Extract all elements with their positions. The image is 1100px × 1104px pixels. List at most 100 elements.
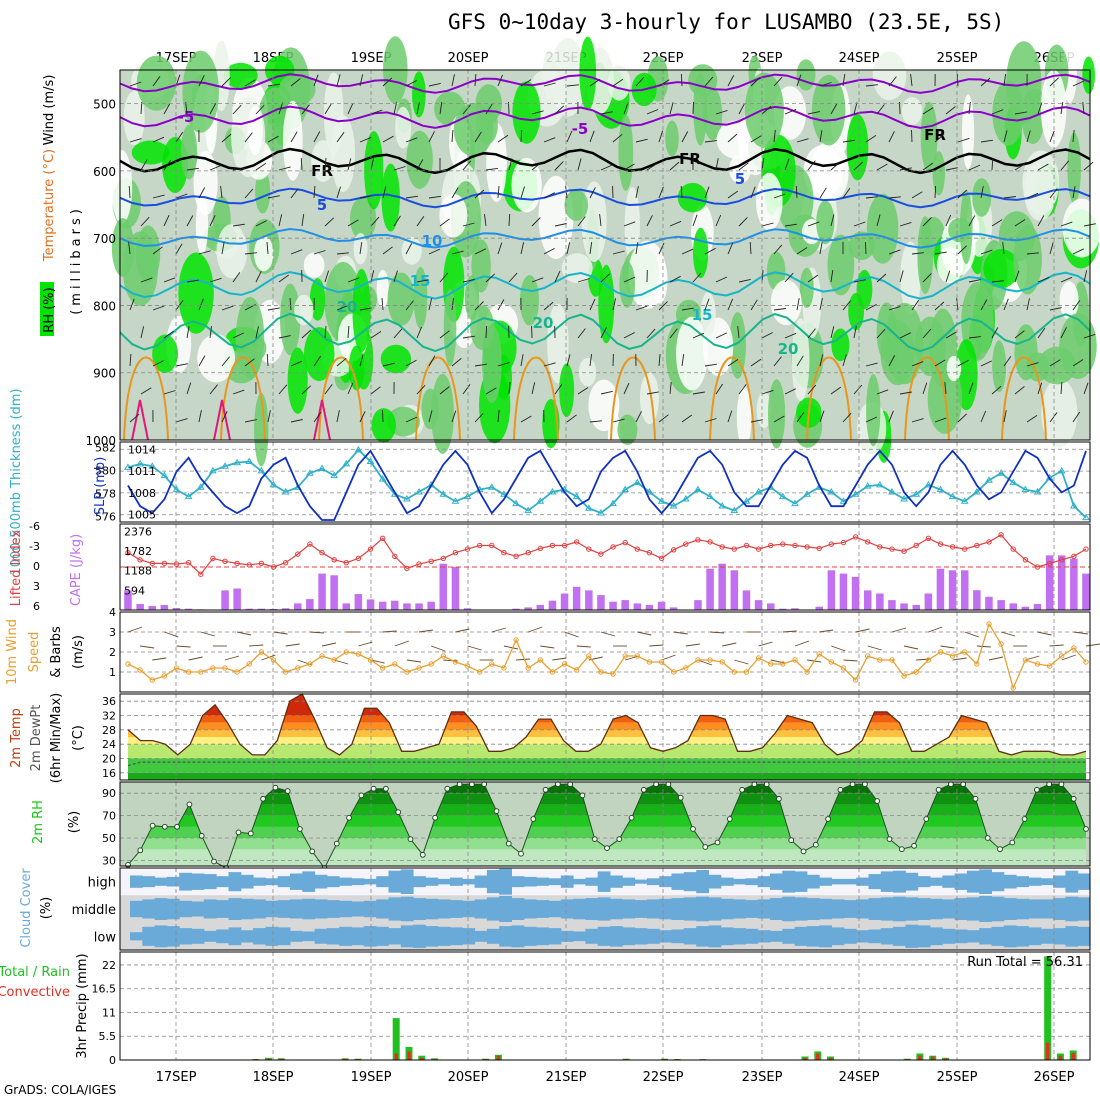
cloud-bar-middle [647,899,660,918]
rh2m-point [420,852,425,857]
wind10-tick: 3 [109,626,116,639]
cloud-bar-middle [1053,898,1066,920]
rh2m-point [777,796,782,801]
cloud-bar-middle [401,897,414,922]
cloud-bar-low [918,925,931,947]
ylabel-lifted-index: Lifted Index [9,529,24,606]
cloud-bar-high [438,879,451,885]
cloud-bar-high [1016,876,1029,887]
cloud-bar-middle [942,899,955,918]
cape-bar [221,590,229,610]
rh-shade [756,173,783,230]
cloud-bar-middle [610,899,623,920]
cloud-bar-middle [327,900,340,918]
cloud-bar-low [598,927,611,946]
ylabel-wind10-unit: (m/s) [71,635,86,669]
cloud-bar-high [647,878,660,885]
wind-barb [866,242,867,254]
rh-shade [217,224,248,278]
temp-band [120,694,1090,716]
cloud-bar-high [622,878,635,886]
rh2m-point [1010,840,1015,845]
wind10-barb [892,628,906,632]
rh-shade [917,216,933,294]
contour-label: 5 [735,170,745,188]
cloud-bar-high [795,871,808,892]
cloud-bar-high [770,874,783,890]
cape-bar [731,570,739,610]
rh2m-point [310,849,315,854]
rh-shade [543,50,556,100]
rh2m-point [273,785,278,790]
cape-tick: 1188 [124,565,152,578]
cloud-bar-low [635,928,648,944]
cloud-bar-high [684,872,697,891]
rh2m-point [678,795,683,800]
rh2m-point [666,782,671,787]
cloud-bar-low [561,931,574,942]
wind10-barb [201,632,215,636]
cloud-bar-middle [142,899,155,918]
rh2m-point [973,796,978,801]
date-label-bottom: 24SEP [839,1070,880,1085]
temp-tick: 24 [102,738,116,751]
temp-band [120,773,1090,780]
rh-shade [886,311,899,373]
cloud-bar-high [807,875,820,889]
cloud-bar-low [253,928,266,944]
cloud-bar-low [130,932,143,940]
wind10-barb [237,632,251,635]
cloud-bar-high [573,879,586,885]
cloud-bar-middle [1041,899,1054,918]
cloud-bar-high [487,870,500,893]
date-label-top: 25SEP [937,51,978,66]
wind-barb [912,130,913,142]
cape-bar [597,595,605,610]
ylabel-temperature: Temperature (°C) [42,149,57,262]
wind10-barb [504,646,518,649]
thickness-line [128,450,1086,518]
precip-tick: 0 [109,1054,116,1067]
rh2m-point [347,815,352,820]
wind10-barb [455,629,469,632]
cloud-bar-high [992,872,1005,891]
wind10-barb [249,645,263,646]
rh2m-point [543,787,548,792]
contour-label: -5 [572,120,589,138]
cape-bar [561,594,569,611]
cloud-bar-low [696,926,709,947]
rh-shade [196,195,208,254]
ylabel-temp-minmax: (6hr Min/Max) [49,693,64,783]
rh-shade [992,340,1006,392]
rh-shade [947,356,962,381]
contour-label: 20 [778,340,799,358]
wind10-barb [928,627,942,632]
ylabel-precip: 3hr Precip (mm) [75,953,90,1058]
cloud-bar-low [229,927,242,945]
cloud-bar-high [278,876,291,887]
cloud-bar-low [647,929,660,944]
rh2m-point [556,782,561,787]
cape-bar [609,602,617,610]
cloud-bar-low [733,928,746,944]
rh2m-point [359,793,364,798]
cloud-bar-low [1053,928,1066,944]
cape-bar [658,602,666,610]
cloud-bar-high [869,874,882,889]
rh2m-point [641,787,646,792]
precip-tick: 22 [102,959,116,972]
ylabel-cloud: Cloud Cover [19,868,34,948]
wind10-tick: 4 [109,606,116,619]
cloud-bar-low [684,928,697,944]
wind-barb [486,326,487,338]
rh2m-point [1022,817,1027,822]
rh2m-point [924,817,929,822]
cape-bar [537,605,545,610]
rh2m-point [531,817,536,822]
cloud-bar-high [721,878,734,886]
cloud-bar-high [1065,871,1078,893]
ylabel-wind10-barbs: & Barbs [49,626,64,678]
cloud-bar-low [758,930,771,942]
cloud-bar-high [709,875,722,889]
cloud-bar-middle [856,899,869,918]
